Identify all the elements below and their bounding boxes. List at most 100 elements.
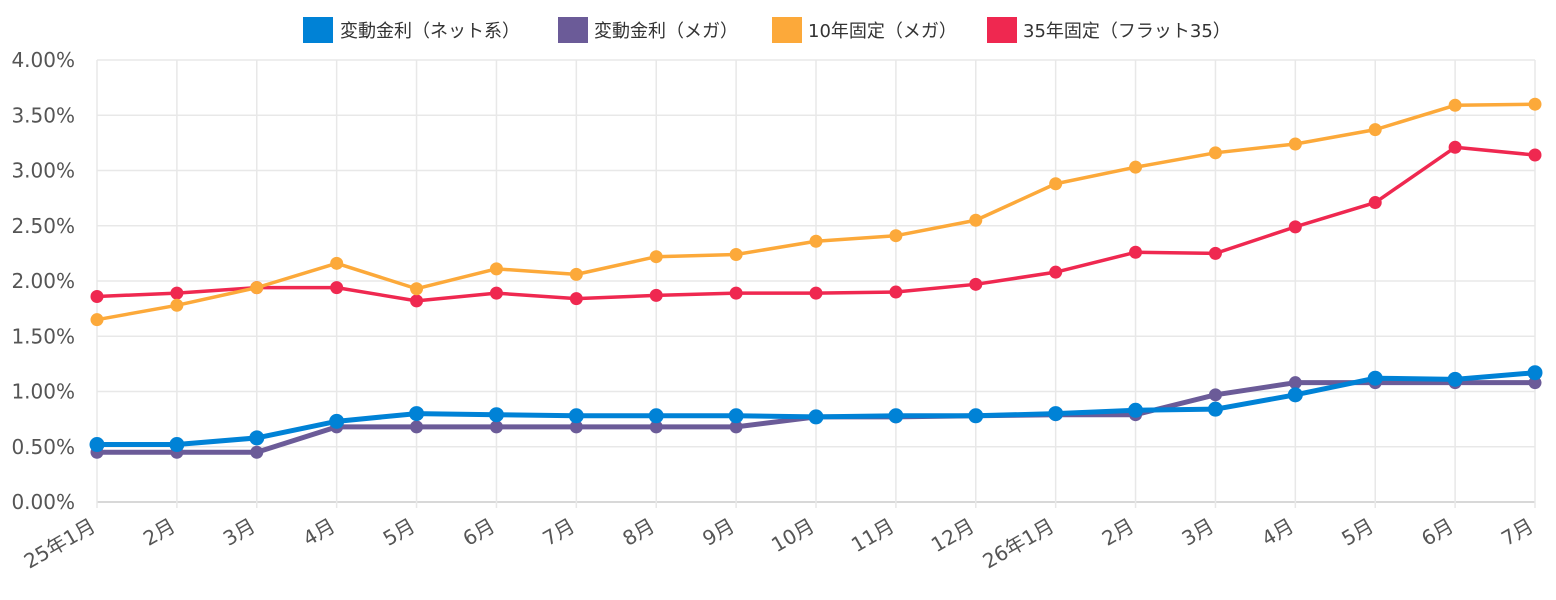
data-point bbox=[1288, 376, 1302, 390]
x-tick-label: 3月 bbox=[219, 514, 259, 551]
data-point bbox=[649, 420, 663, 434]
data-point bbox=[330, 256, 344, 270]
y-tick-label: 3.00% bbox=[11, 159, 75, 183]
legend-item[interactable]: 35年固定（フラット35） bbox=[987, 17, 1231, 43]
x-tick-label: 6月 bbox=[1417, 514, 1457, 551]
grid bbox=[96, 59, 1536, 508]
legend-swatch bbox=[303, 17, 333, 43]
data-point bbox=[1368, 123, 1382, 137]
series-2 bbox=[90, 97, 1542, 327]
data-point bbox=[1129, 245, 1143, 259]
data-point bbox=[1048, 406, 1064, 422]
x-tick-label: 3月 bbox=[1178, 514, 1218, 551]
y-tick-label: 4.00% bbox=[11, 48, 75, 72]
series-lines bbox=[89, 97, 1543, 459]
data-point bbox=[1208, 388, 1222, 402]
legend-label: 35年固定（フラット35） bbox=[1023, 21, 1231, 42]
y-tick-label: 0.50% bbox=[11, 435, 75, 459]
legend-swatch bbox=[987, 17, 1017, 43]
data-point bbox=[569, 292, 583, 306]
data-point bbox=[169, 437, 185, 453]
data-point bbox=[969, 213, 983, 227]
data-point bbox=[728, 408, 744, 424]
data-point bbox=[1208, 246, 1222, 260]
data-point bbox=[1447, 371, 1463, 387]
x-tick-label: 4月 bbox=[299, 514, 339, 551]
y-tick-label: 1.00% bbox=[11, 380, 75, 404]
x-tick-label: 9月 bbox=[698, 514, 738, 551]
data-point bbox=[90, 313, 104, 327]
data-point bbox=[1049, 265, 1063, 279]
x-tick-label: 12月 bbox=[927, 514, 978, 558]
data-point bbox=[729, 247, 743, 261]
data-point bbox=[250, 281, 264, 295]
data-point bbox=[410, 294, 424, 308]
legend-item[interactable]: 10年固定（メガ） bbox=[772, 17, 957, 43]
data-point bbox=[1368, 196, 1382, 210]
data-point bbox=[330, 281, 344, 295]
data-point bbox=[489, 286, 503, 300]
data-point bbox=[250, 445, 264, 459]
data-point bbox=[1287, 387, 1303, 403]
series-0 bbox=[89, 365, 1543, 453]
data-point bbox=[968, 408, 984, 424]
data-point bbox=[649, 288, 663, 302]
x-tick-label: 7月 bbox=[1497, 514, 1537, 551]
data-point bbox=[1528, 148, 1542, 162]
data-point bbox=[889, 229, 903, 243]
legend-label: 変動金利（ネット系） bbox=[340, 21, 520, 42]
data-point bbox=[1527, 365, 1543, 381]
data-point bbox=[489, 262, 503, 276]
legend-swatch bbox=[558, 17, 588, 43]
data-point bbox=[1208, 146, 1222, 160]
legend-label: 10年固定（メガ） bbox=[808, 21, 957, 42]
data-point bbox=[729, 420, 743, 434]
y-tick-label: 3.50% bbox=[11, 103, 75, 127]
x-tick-label: 4月 bbox=[1257, 514, 1297, 551]
data-point bbox=[569, 267, 583, 281]
legend: 変動金利（ネット系） 変動金利（メガ） 10年固定（メガ） 35年固定（フラット35） bbox=[303, 17, 1231, 43]
y-tick-label: 2.00% bbox=[11, 269, 75, 293]
data-point bbox=[568, 408, 584, 424]
y-tick-label: 2.50% bbox=[11, 214, 75, 238]
data-point bbox=[1448, 98, 1462, 112]
data-point bbox=[329, 413, 345, 429]
data-point bbox=[969, 277, 983, 291]
data-point bbox=[729, 286, 743, 300]
data-point bbox=[1448, 140, 1462, 154]
legend-swatch bbox=[772, 17, 802, 43]
y-tick-label: 1.50% bbox=[11, 324, 75, 348]
data-point bbox=[649, 250, 663, 264]
data-point bbox=[89, 437, 105, 453]
legend-label: 変動金利（メガ） bbox=[594, 21, 738, 42]
data-point bbox=[488, 407, 504, 423]
data-point bbox=[1528, 97, 1542, 111]
data-point bbox=[409, 406, 425, 422]
x-tick-label: 7月 bbox=[538, 514, 578, 551]
x-tick-label: 11月 bbox=[847, 514, 898, 558]
data-point bbox=[1128, 402, 1144, 418]
data-point bbox=[1288, 220, 1302, 234]
legend-item[interactable]: 変動金利（ネット系） bbox=[303, 17, 520, 43]
x-tick-label: 5月 bbox=[379, 514, 419, 551]
data-point bbox=[249, 430, 265, 446]
x-tick-label: 5月 bbox=[1337, 514, 1377, 551]
x-tick-label: 2月 bbox=[1098, 514, 1138, 551]
x-tick-label: 8月 bbox=[618, 514, 658, 551]
data-point bbox=[410, 282, 424, 296]
data-point bbox=[1049, 177, 1063, 191]
x-tick-label: 2月 bbox=[139, 514, 179, 551]
x-tick-label: 26年1月 bbox=[978, 514, 1058, 574]
data-point bbox=[809, 286, 823, 300]
data-point bbox=[1129, 160, 1143, 174]
data-point bbox=[888, 408, 904, 424]
legend-item[interactable]: 変動金利（メガ） bbox=[558, 17, 738, 43]
series-3 bbox=[90, 140, 1542, 308]
x-tick-label: 10月 bbox=[767, 514, 818, 558]
data-point bbox=[170, 298, 184, 312]
y-tick-label: 0.00% bbox=[11, 490, 75, 514]
data-point bbox=[410, 420, 424, 434]
data-point bbox=[489, 420, 503, 434]
